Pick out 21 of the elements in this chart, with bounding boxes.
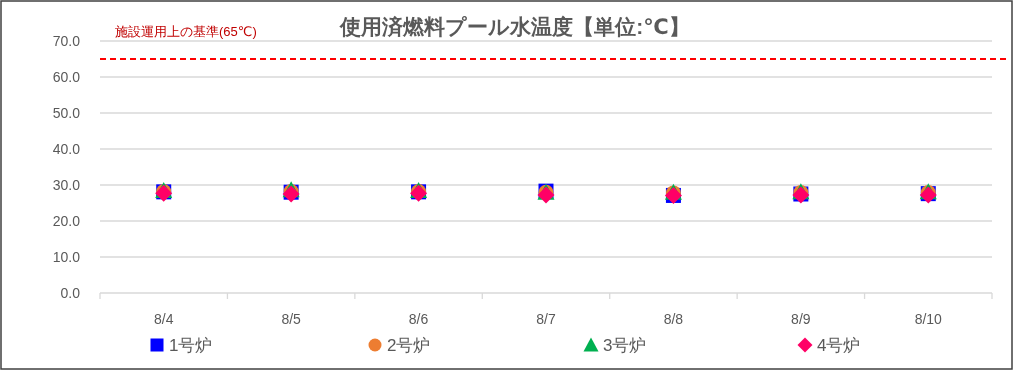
x-tick-label: 8/9 [791, 311, 811, 327]
x-tick-label: 8/5 [281, 311, 302, 327]
legend-label: 3号炉 [603, 336, 647, 355]
chart-title: 使用済燃料プール水温度【単位:℃】 [339, 15, 690, 38]
x-tick-label: 8/8 [663, 311, 684, 327]
ref-line-label: 施設運用上の基準(65℃) [115, 24, 257, 39]
y-tick-label: 30.0 [52, 177, 81, 193]
y-tick-label: 60.0 [52, 69, 81, 85]
y-tick-label: 50.0 [52, 105, 81, 121]
legend-label: 1号炉 [169, 336, 213, 355]
y-tick-label: 20.0 [52, 213, 81, 229]
y-tick-label: 10.0 [52, 249, 81, 265]
x-tick-label: 8/10 [914, 311, 943, 327]
y-tick-label: 70.0 [52, 33, 81, 49]
legend-label: 4号炉 [817, 336, 861, 355]
y-tick-label: 0.0 [60, 285, 81, 301]
x-tick-label: 8/7 [536, 311, 556, 327]
legend-label: 2号炉 [387, 336, 431, 355]
x-tick-label: 8/6 [408, 311, 429, 327]
y-tick-label: 40.0 [52, 141, 81, 157]
x-tick-label: 8/4 [153, 311, 174, 327]
